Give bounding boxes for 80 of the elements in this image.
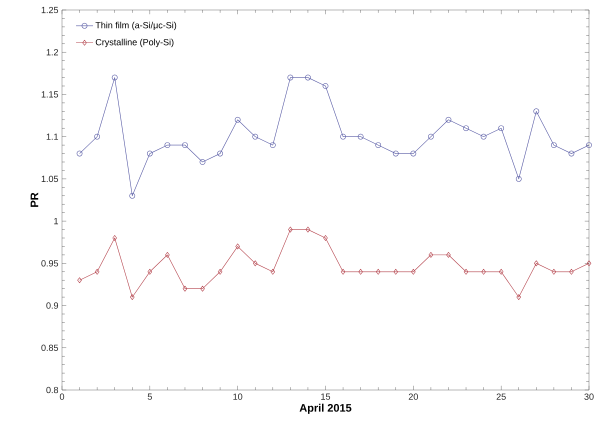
point	[340, 134, 346, 140]
x-tick-label: 10	[233, 394, 242, 400]
point	[112, 235, 117, 241]
x-tick-label: 0	[60, 394, 64, 400]
point	[498, 268, 504, 275]
point	[376, 268, 380, 275]
y-tick-label: 1.1	[46, 134, 58, 140]
point	[428, 252, 434, 258]
point	[77, 277, 82, 284]
x-tick-label: 5	[148, 394, 152, 400]
point	[569, 268, 574, 275]
point	[94, 268, 100, 275]
point	[182, 142, 188, 148]
x-tick-label: 15	[321, 394, 330, 400]
point	[164, 142, 170, 148]
point	[287, 74, 294, 80]
point	[146, 150, 153, 156]
point	[481, 268, 486, 275]
point	[200, 159, 206, 165]
point	[252, 260, 258, 266]
point	[306, 226, 310, 232]
point	[534, 260, 539, 266]
point	[428, 134, 434, 140]
y-tick-label: 0.95	[41, 260, 58, 267]
point	[410, 150, 416, 156]
x-tick-label: 25	[496, 394, 506, 400]
point	[533, 108, 540, 114]
x-tick-label: 30	[584, 394, 594, 400]
point	[76, 150, 82, 156]
point	[200, 286, 205, 292]
point	[252, 134, 258, 140]
y-tick-label: 1	[54, 218, 58, 224]
point	[358, 134, 364, 140]
point	[234, 116, 241, 123]
point	[516, 176, 522, 182]
point	[288, 226, 293, 232]
x-tick-label: 20	[408, 394, 418, 400]
point	[148, 268, 152, 275]
point	[130, 294, 135, 300]
y-tick-label: 0.9	[46, 302, 58, 309]
point	[464, 268, 468, 275]
point	[217, 150, 224, 156]
point	[446, 252, 451, 258]
point	[550, 142, 557, 148]
y-tick-label: 1.25	[42, 6, 58, 14]
point	[323, 235, 328, 241]
point	[270, 268, 276, 275]
x-axis-title: April 2015	[300, 404, 352, 414]
point	[235, 244, 240, 250]
point	[305, 74, 311, 80]
point	[270, 142, 276, 148]
point	[392, 150, 399, 156]
point	[358, 268, 363, 275]
point	[218, 268, 222, 275]
point	[165, 252, 170, 258]
point	[129, 192, 136, 199]
point	[375, 142, 382, 148]
point	[394, 268, 398, 275]
y-tick-label: 0.8	[46, 386, 58, 394]
point	[411, 268, 416, 275]
legend-label: Crystalline (Poly-Si)	[96, 38, 174, 48]
point	[112, 74, 118, 80]
point	[340, 268, 346, 275]
y-tick-label: 0.85	[41, 344, 58, 351]
point	[568, 150, 574, 156]
legend-label: Thin film (a-Si/μc-Si)	[96, 22, 176, 30]
point	[516, 294, 521, 300]
point	[498, 125, 504, 132]
point	[463, 125, 469, 132]
point	[446, 116, 452, 123]
y-tick-label: 1.15	[42, 91, 58, 98]
point	[322, 83, 328, 89]
point	[480, 134, 487, 140]
y-tick-label: 1.05	[42, 176, 58, 182]
point	[182, 286, 188, 292]
y-axis-title: PR	[30, 192, 38, 207]
y-tick-label: 1.2	[46, 49, 58, 56]
point	[94, 134, 100, 140]
point	[552, 268, 556, 275]
point	[586, 142, 592, 148]
